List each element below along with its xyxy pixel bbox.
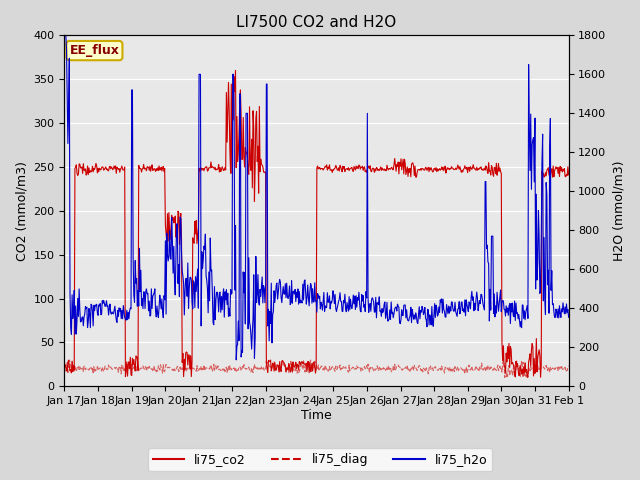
li75_co2 xyxy=(393,162,401,168)
li75_diag xyxy=(200,362,208,368)
li75_co2 xyxy=(378,165,386,171)
Line: li75_diag: li75_diag xyxy=(65,360,568,377)
Legend: li75_co2, li75_diag, li75_h2o: li75_co2, li75_diag, li75_h2o xyxy=(148,448,492,471)
li75_diag xyxy=(61,359,68,364)
li75_co2 xyxy=(61,367,68,372)
li75_h2o xyxy=(232,357,240,363)
li75_co2 xyxy=(232,68,239,73)
Y-axis label: CO2 (mmol/m3): CO2 (mmol/m3) xyxy=(15,161,28,261)
li75_co2 xyxy=(524,374,531,380)
Line: li75_co2: li75_co2 xyxy=(65,71,568,377)
li75_diag xyxy=(122,367,130,373)
li75_co2 xyxy=(200,166,207,171)
li75_diag xyxy=(65,357,73,363)
li75_co2 xyxy=(564,172,572,178)
li75_diag xyxy=(564,363,572,369)
Line: li75_h2o: li75_h2o xyxy=(65,36,568,360)
li75_h2o xyxy=(393,308,401,314)
Title: LI7500 CO2 and H2O: LI7500 CO2 and H2O xyxy=(236,15,397,30)
li75_diag xyxy=(70,369,78,375)
Y-axis label: H2O (mmol/m3): H2O (mmol/m3) xyxy=(612,161,625,261)
li75_h2o xyxy=(70,308,77,314)
li75_co2 xyxy=(173,226,180,232)
li75_co2 xyxy=(122,374,129,380)
li75_diag xyxy=(393,363,401,369)
li75_diag xyxy=(173,363,181,369)
li75_diag xyxy=(501,374,509,380)
li75_h2o xyxy=(564,314,572,320)
X-axis label: Time: Time xyxy=(301,409,332,422)
li75_h2o xyxy=(173,221,180,227)
Text: EE_flux: EE_flux xyxy=(70,44,119,57)
li75_h2o xyxy=(200,257,207,263)
li75_h2o xyxy=(378,306,386,312)
li75_h2o xyxy=(122,316,129,322)
li75_co2 xyxy=(70,363,77,369)
li75_diag xyxy=(378,366,386,372)
li75_h2o xyxy=(61,33,68,38)
